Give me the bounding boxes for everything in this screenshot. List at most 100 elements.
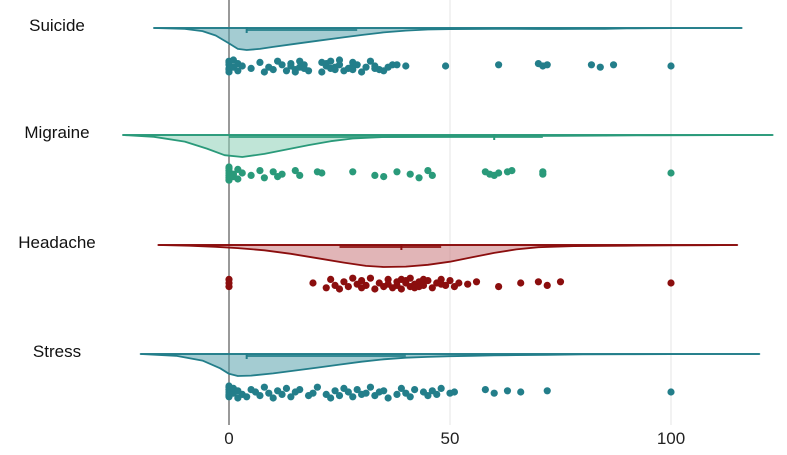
data-point <box>393 168 401 176</box>
data-point <box>406 170 414 178</box>
data-point <box>419 281 428 289</box>
data-point <box>278 170 286 178</box>
data-point <box>353 61 361 69</box>
data-point <box>335 56 344 64</box>
data-point <box>335 392 344 400</box>
data-point <box>543 387 551 395</box>
data-point <box>667 169 675 177</box>
data-point <box>433 390 441 398</box>
data-point <box>380 173 388 181</box>
data-point <box>495 169 503 177</box>
data-point <box>296 386 304 394</box>
data-point <box>243 393 251 401</box>
data-point <box>344 283 352 291</box>
data-point <box>260 174 268 182</box>
data-point <box>609 61 618 69</box>
data-point <box>472 278 481 286</box>
data-point <box>291 68 299 76</box>
density-cloud <box>157 244 739 268</box>
data-point <box>304 67 313 75</box>
data-point <box>331 66 339 74</box>
data-point <box>358 277 366 285</box>
data-point <box>287 60 295 68</box>
data-point <box>587 61 596 69</box>
data-point <box>490 389 498 397</box>
data-point <box>247 64 255 72</box>
data-point <box>402 62 410 70</box>
data-point <box>238 169 246 177</box>
data-point <box>331 387 339 395</box>
iqr-box <box>246 354 406 357</box>
data-point <box>667 388 675 396</box>
data-point <box>296 171 304 179</box>
density-cloud <box>122 134 774 158</box>
data-point <box>344 388 352 396</box>
data-point <box>543 281 551 289</box>
data-point <box>349 393 357 401</box>
data-point <box>309 389 317 397</box>
data-point <box>534 278 543 286</box>
data-point <box>411 386 419 394</box>
data-point <box>508 167 516 175</box>
data-point <box>384 394 392 402</box>
data-point <box>318 169 326 177</box>
data-point <box>260 68 268 76</box>
data-point <box>397 384 405 392</box>
data-point <box>269 168 277 176</box>
series-migraine: Migraine <box>24 123 774 184</box>
data-point <box>371 285 379 293</box>
data-point <box>556 278 565 286</box>
data-point <box>424 277 432 285</box>
data-point <box>238 62 246 70</box>
density-cloud <box>153 27 743 51</box>
series-suicide: Suicide <box>29 16 743 76</box>
data-point <box>349 66 357 74</box>
data-point <box>393 61 401 69</box>
data-point <box>278 61 286 69</box>
category-label: Headache <box>18 233 96 252</box>
data-point <box>225 283 233 291</box>
data-point <box>464 280 472 288</box>
data-point <box>327 394 335 402</box>
data-point <box>543 61 551 69</box>
data-point <box>313 383 321 391</box>
data-point <box>260 383 268 391</box>
data-point <box>269 66 277 74</box>
data-point <box>441 62 450 70</box>
data-point <box>428 171 436 179</box>
data-point <box>291 167 299 175</box>
data-point <box>256 392 264 400</box>
series-layer: Suicide Migraine Headache Stress <box>18 16 774 402</box>
data-point <box>362 281 370 289</box>
data-point <box>406 274 414 282</box>
data-point <box>362 63 370 71</box>
data-point <box>256 58 264 66</box>
data-point <box>415 174 423 182</box>
data-point <box>366 383 375 391</box>
data-point <box>441 281 450 289</box>
data-point <box>424 392 432 400</box>
data-point <box>335 285 344 293</box>
data-point <box>353 386 361 394</box>
data-point <box>327 57 335 65</box>
data-point <box>366 57 375 65</box>
data-point <box>393 390 401 398</box>
data-point <box>517 388 525 396</box>
data-point <box>428 284 436 292</box>
iqr-box <box>339 245 442 248</box>
data-point <box>265 389 273 397</box>
data-point <box>327 275 335 283</box>
data-point <box>667 279 675 287</box>
iqr-box <box>229 135 543 138</box>
data-point <box>455 279 463 287</box>
data-point <box>424 167 432 175</box>
data-point <box>495 283 503 291</box>
data-point <box>450 388 459 396</box>
series-stress: Stress <box>33 342 761 402</box>
data-point <box>256 167 264 175</box>
data-point <box>322 284 330 292</box>
data-point <box>287 393 295 401</box>
data-point <box>362 389 370 397</box>
